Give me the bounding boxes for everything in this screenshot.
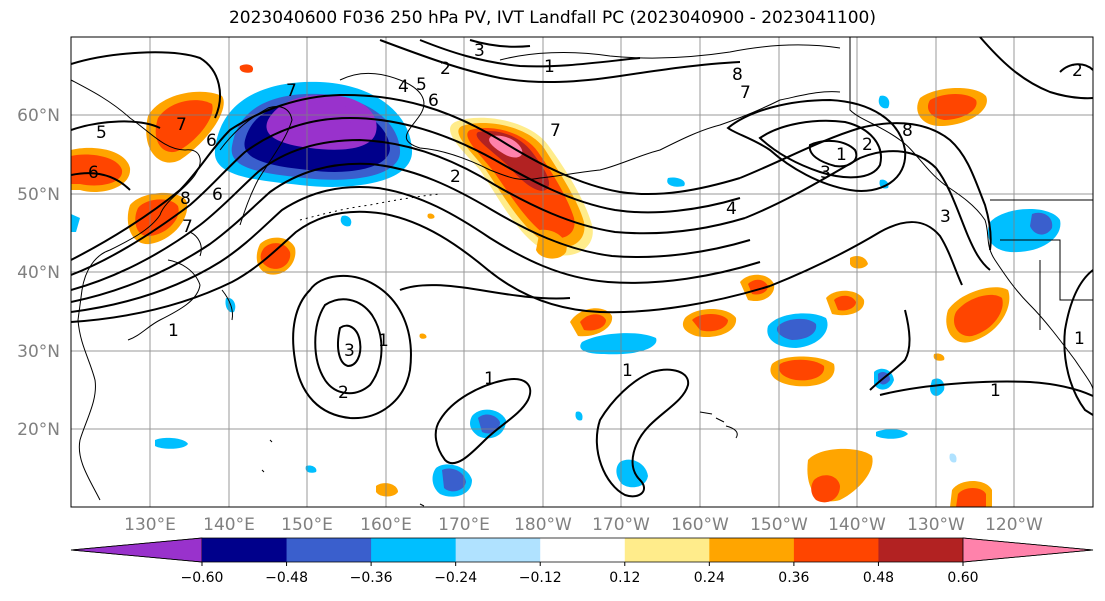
colorbar-tick-label: −0.48 [265,570,308,586]
contour-label: 1 [1074,329,1085,349]
contour-label: 1 [990,381,1001,401]
contour-label: 1 [622,361,633,381]
contour-label: 2 [1072,61,1083,81]
colorbar-tick-label: 0.36 [778,570,809,586]
colorbar-tick-label: −0.12 [519,570,562,586]
contour-label: 7 [176,115,187,135]
contour-label: 3 [344,341,355,361]
colorbar-segment [540,538,626,562]
contour-label: 1 [168,321,179,341]
lon-label: 150°E [281,515,333,535]
lat-label: 50°N [17,185,60,205]
lon-label: 130°W [907,515,965,535]
lon-label: 150°W [750,515,808,535]
lon-label: 180°W [514,515,572,535]
colorbar-segment [878,538,964,562]
contour-label: 1 [836,145,847,165]
colorbar-segment [455,538,541,562]
lon-label: 170°E [438,515,490,535]
lon-label: 170°W [592,515,650,535]
contour-label: 4 [726,199,737,219]
lat-label: 20°N [17,420,60,440]
contour-label: 6 [428,91,439,111]
colorbar-segment [202,538,288,562]
contour-label: 6 [206,131,217,151]
contour-label: 4 [398,77,409,97]
contour-label: 1 [484,369,495,389]
contour-labels: 5 6 7 8 6 7 4 5 6 3 2 1 7 8 7 2 1 3 4 3 … [88,41,1085,403]
colorbar-extend-high [962,537,1094,563]
contour-label: 7 [740,83,751,103]
figure-title: 2023040600 F036 250 hPa PV, IVT Landfall… [228,8,876,28]
lon-label: 160°W [671,515,729,535]
contour-label: 6 [212,185,223,205]
colorbar-extend-low [70,537,203,563]
colorbar-segment [793,538,879,562]
colorbar-tick-label: 0.12 [609,570,640,586]
map-border [70,36,1094,508]
colorbar-tick-label: 0.60 [947,570,978,586]
contour-label: 3 [820,163,831,183]
lon-label: 130°E [124,515,176,535]
contour-label: 7 [550,121,561,141]
contour-label: 6 [88,163,99,183]
colorbar-tick-label: −0.60 [181,570,224,586]
colorbar: −0.60 −0.48 −0.36 −0.24 −0.12 0.12 0.24 0.36 0.4… [70,537,1094,586]
longitude-labels: 130°E 140°E 150°E 160°E 170°E 180°W 170°… [124,515,1043,535]
contour-label: 7 [286,81,297,101]
contour-label: 8 [732,65,743,85]
contour-label: 8 [180,189,191,209]
colorbar-tick-label: 0.48 [863,570,894,586]
colorbar-tick-label: 0.24 [694,570,725,586]
negative-anomaly-bering [214,81,413,187]
contour-label: 1 [378,331,389,351]
contour-label: 7 [182,217,193,237]
contour-label: 1 [544,57,555,77]
lon-label: 160°E [360,515,412,535]
contour-label: 2 [450,167,461,187]
lon-label: 140°W [828,515,886,535]
lat-label: 40°N [17,263,60,283]
contour-label: 5 [96,123,107,143]
coastlines [71,37,1093,507]
contour-label: 8 [902,121,913,141]
lon-label: 120°W [985,515,1043,535]
contour-label: 2 [440,59,451,79]
positive-anomaly-central [450,117,593,259]
colorbar-segment [709,538,795,562]
lon-label: 140°E [203,515,255,535]
colorbar-tick-label: −0.24 [434,570,477,586]
pv-contours [71,37,1093,498]
colorbar-segment [371,538,457,562]
contour-label: 5 [416,75,427,95]
colorbar-tick-label: −0.36 [350,570,393,586]
colorbar-segment [286,538,372,562]
graticule [71,37,1093,507]
contour-label: 3 [940,207,951,227]
colorbar-segment [624,538,710,562]
latitude-labels: 60°N 50°N 40°N 30°N 20°N [17,106,60,440]
lat-label: 60°N [17,106,60,126]
contour-label: 2 [338,383,349,403]
contour-label: 2 [862,135,873,155]
lat-label: 30°N [17,342,60,362]
shaded-field [71,64,1061,507]
contour-label: 3 [474,41,485,61]
